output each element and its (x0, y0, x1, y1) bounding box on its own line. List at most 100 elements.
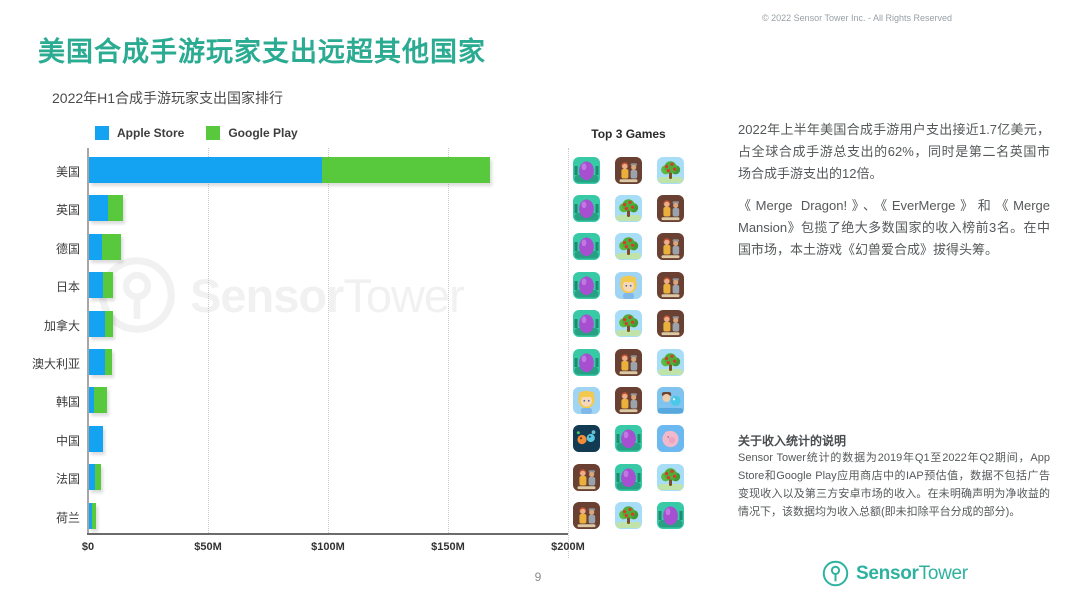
gridline-200m (568, 148, 569, 558)
bar-row (89, 157, 490, 183)
country-label: 日本 (55, 280, 80, 295)
game-icon-pig (657, 425, 684, 453)
country-label: 美国 (55, 165, 80, 179)
chart-legend: Apple Store Google Play (95, 126, 312, 140)
bar-row (89, 349, 112, 375)
country-label: 法国 (55, 472, 80, 487)
country-label: 加拿大 (43, 318, 80, 333)
country-label: 中国 (55, 433, 80, 448)
game-icon-tree (657, 463, 684, 491)
y-axis-line (87, 148, 89, 533)
game-icon-egg (573, 194, 600, 222)
legend-label-apple: Apple Store (117, 126, 185, 140)
bar-row (89, 272, 113, 299)
insight-paragraph-1: 2022年上半年美国合成手游用户支出接近1.7亿美元，占全球合成手游总支出的62… (738, 122, 1050, 181)
bar-row (89, 425, 103, 452)
x-tick-150m: $150M (431, 541, 465, 553)
bar-segment-apple (89, 349, 105, 375)
gridline-150m (448, 148, 449, 533)
bar-segment-google (103, 272, 113, 299)
game-icon-mansion (657, 310, 684, 338)
bar-row (89, 464, 101, 491)
bar-segment-google (93, 387, 107, 414)
game-icon-mansion (657, 194, 684, 222)
country-label: 英国 (55, 203, 80, 218)
x-tick-200m: $200M (551, 541, 585, 553)
game-icon-tree (615, 194, 642, 222)
game-icon-mansion (615, 348, 642, 376)
country-label: 荷兰 (55, 510, 80, 525)
bar-segment-apple (89, 233, 103, 260)
gridline-100m (328, 148, 329, 533)
game-icon-mansion (615, 156, 642, 184)
copyright-text: © 2022 Sensor Tower Inc. - All Rights Re… (762, 13, 953, 23)
game-icon-mansion (657, 233, 684, 261)
sensortower-logo-icon (822, 560, 849, 587)
game-icon-tree (615, 502, 642, 530)
bar-row (89, 310, 113, 337)
bar-row (89, 387, 107, 414)
game-icon-mansion (573, 463, 600, 491)
game-icon-mansion (615, 386, 642, 414)
watermark-text: SensorTower (190, 268, 465, 322)
bar-segment-google (104, 349, 112, 375)
game-icon-egg (615, 425, 642, 453)
game-icon-egg (573, 348, 600, 376)
country-label: 德国 (55, 241, 80, 256)
game-icon-girl (573, 386, 600, 414)
page-number: 9 (534, 570, 542, 584)
bar-row (89, 502, 96, 529)
game-icon-egg (573, 156, 600, 184)
logo-text: SensorTower (856, 562, 968, 584)
bar-segment-google (321, 157, 490, 183)
game-icon-girl-pet (657, 386, 684, 414)
x-tick-100m: $100M (311, 541, 345, 553)
page-title: 美国合成手游玩家支出远超其他国家 (38, 37, 486, 67)
game-icon-egg (573, 233, 600, 261)
revenue-note-body: Sensor Tower统计的数据为2019年Q1至2022年Q2期间，App … (738, 452, 1050, 518)
bar-row (89, 195, 123, 222)
sensortower-watermark: SensorTower (98, 256, 465, 334)
game-icon-mansion (573, 502, 600, 530)
bar-segment-google (104, 310, 113, 337)
bar-row (89, 233, 122, 260)
game-icon-egg (657, 502, 684, 530)
bar-segment-apple (89, 157, 322, 183)
bar-segment-google (102, 233, 122, 260)
country-label: 澳大利亚 (31, 357, 80, 371)
bar-segment-google (107, 195, 123, 222)
bar-segment-apple (89, 502, 93, 529)
sensortower-logo: SensorTower (822, 560, 968, 587)
apple-store-swatch-icon (95, 126, 109, 140)
game-icon-beasts (573, 425, 600, 453)
bar-segment-apple (89, 272, 104, 299)
legend-label-google: Google Play (228, 126, 298, 140)
game-icon-girl (615, 271, 642, 299)
chart-subtitle: 2022年H1合成手游玩家支出国家排行 (52, 90, 284, 106)
x-tick-0: $0 (81, 541, 95, 553)
game-icon-tree (615, 310, 642, 338)
game-icon-tree (615, 233, 642, 261)
revenue-note-title: 关于收入统计的说明 (738, 434, 847, 448)
x-tick-50m: $50M (194, 541, 222, 553)
top3-games-header: Top 3 Games (591, 127, 666, 141)
bar-segment-apple (89, 387, 94, 414)
bar-segment-apple (89, 195, 108, 222)
bar-segment-google (92, 502, 96, 529)
gridline-50m (208, 148, 209, 533)
x-axis-line (87, 533, 568, 535)
bar-segment-google (95, 464, 101, 491)
bar-segment-apple (89, 310, 105, 337)
game-icon-tree (657, 348, 684, 376)
bar-segment-apple (89, 464, 95, 491)
game-icon-egg (615, 463, 642, 491)
game-icon-tree (657, 156, 684, 184)
game-icon-egg (573, 271, 600, 299)
country-label: 韩国 (55, 395, 80, 410)
game-icon-egg (573, 310, 600, 338)
game-icon-mansion (657, 271, 684, 299)
google-play-swatch-icon (206, 126, 221, 140)
insight-paragraph-2: 《Merge Dragon!》、《EverMerge》和《Merge Mansi… (738, 198, 1050, 257)
bar-segment-apple (89, 425, 103, 452)
